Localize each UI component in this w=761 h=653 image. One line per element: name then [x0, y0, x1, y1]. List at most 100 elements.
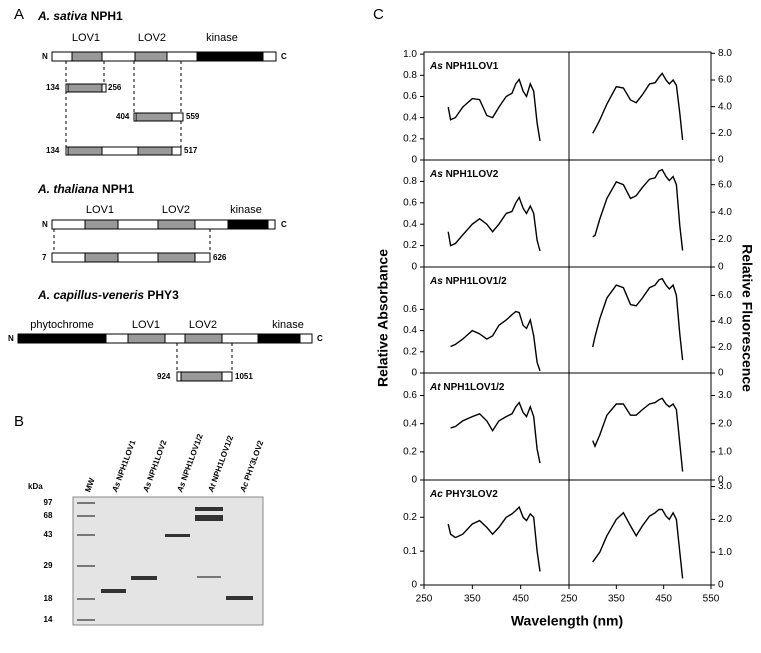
- x-tick-label: 450: [512, 594, 529, 605]
- band: [77, 534, 95, 536]
- fluorescence-spectrum: [592, 397, 684, 472]
- y2-tick-label: 3.0: [718, 481, 732, 492]
- residue-end: 256: [108, 83, 122, 92]
- construct-name: NPH1LOV1: [446, 61, 499, 72]
- gel: [72, 496, 264, 626]
- lane-label: MW: [83, 477, 96, 494]
- y2-tick-label: 0: [718, 580, 724, 591]
- y2-tick-label: 4.0: [718, 316, 732, 327]
- band: [77, 515, 95, 517]
- lov-domain: [157, 219, 196, 230]
- lov-domain: [134, 51, 168, 62]
- y2-tick-label: 4.0: [718, 207, 732, 218]
- y2-tick-label: 2.0: [718, 128, 732, 139]
- lane-name: MW: [83, 477, 96, 494]
- x-axis-title: Wavelength (nm): [511, 613, 623, 629]
- n-terminus: N: [42, 52, 48, 61]
- band: [101, 589, 126, 593]
- lov-domain: [127, 333, 166, 344]
- species: A. thaliana: [37, 182, 99, 196]
- y-tick-label: 0.2: [403, 346, 417, 357]
- y2-tick-label: 1.0: [718, 547, 732, 558]
- lov-domain: [67, 83, 103, 93]
- y2-tick-label: 0: [718, 262, 724, 273]
- row-label: As NPH1LOV1: [429, 61, 499, 72]
- y2-tick-label: 2.0: [718, 418, 732, 429]
- marker-label: 97: [44, 498, 53, 507]
- y-tick-label: 0.6: [403, 304, 417, 315]
- y2-axis-title: Relative Fluorescence: [739, 244, 755, 392]
- lov-domain: [67, 146, 103, 156]
- y2-tick-label: 6.0: [718, 75, 732, 86]
- residue-start: 924: [157, 372, 171, 381]
- c-terminus: C: [317, 334, 323, 343]
- fluorescence-spectrum: [592, 277, 684, 361]
- band: [131, 576, 157, 580]
- lane-name: NPH1LOV2: [146, 438, 169, 481]
- lane-label: At NPH1LOV1/2: [206, 434, 235, 495]
- x-tick-label: 450: [655, 594, 672, 605]
- fluorescence-spectrum: [592, 508, 684, 579]
- residue-end: 559: [186, 112, 200, 121]
- y-tick-label: 0.8: [403, 176, 417, 187]
- row-label: Ac PHY3LOV2: [429, 489, 498, 500]
- y2-tick-label: 6.0: [718, 290, 732, 301]
- lane-name: PHY3LOV2: [243, 439, 266, 482]
- absorbance-spectrum: [447, 195, 541, 252]
- construct-title: A. sativa NPH1: [37, 9, 123, 23]
- fragment-bar: [51, 252, 211, 263]
- y-tick-label: 0: [411, 368, 417, 379]
- y-tick-label: 0: [411, 580, 417, 591]
- n-terminus: N: [42, 220, 48, 229]
- band: [77, 565, 95, 567]
- absorbance-spectrum: [450, 310, 541, 372]
- unit-label: kDa: [28, 482, 43, 491]
- y2-tick-label: 3.0: [718, 390, 732, 401]
- band: [77, 619, 95, 621]
- domain-label: LOV2: [138, 32, 166, 44]
- y-tick-label: 0.8: [403, 70, 417, 81]
- marker-label: 18: [44, 594, 53, 603]
- panel-label: A: [14, 6, 24, 23]
- x-tick-label: 250: [561, 594, 578, 605]
- y-tick-label: 0.4: [403, 112, 417, 123]
- construct-name: NPH1LOV2: [446, 169, 499, 180]
- protein: PHY3: [147, 288, 179, 302]
- kinase-domain: [227, 219, 269, 230]
- band: [77, 502, 95, 504]
- y-tick-label: 0.6: [403, 390, 417, 401]
- absorbance-spectrum: [450, 401, 541, 464]
- y2-tick-label: 2.0: [718, 514, 732, 525]
- y-tick-label: 0.4: [403, 219, 417, 230]
- band: [197, 576, 221, 578]
- domain-label: kinase: [206, 32, 238, 44]
- lov-domain: [157, 252, 196, 263]
- plot-frame: [423, 51, 712, 586]
- n-terminus: N: [8, 334, 14, 343]
- y2-tick-label: 2.0: [718, 342, 732, 353]
- y-tick-label: 0.2: [403, 240, 417, 251]
- kinase-domain: [196, 51, 264, 62]
- species: As: [429, 169, 443, 180]
- fluorescence-spectrum: [592, 72, 684, 141]
- species: As: [175, 480, 187, 494]
- domain-label: kinase: [230, 204, 262, 216]
- row-label: At NPH1LOV1/2: [429, 382, 505, 393]
- lane-label: As NPH1LOV1/2: [175, 432, 205, 494]
- phytochrome-domain: [17, 333, 107, 344]
- kinase-domain: [257, 333, 301, 344]
- y2-tick-label: 4.0: [718, 101, 732, 112]
- residue-end: 517: [184, 146, 198, 155]
- c-terminus: C: [281, 52, 287, 61]
- y-tick-label: 0.6: [403, 91, 417, 102]
- y-tick-label: 0.2: [403, 512, 417, 523]
- band: [195, 507, 223, 511]
- species: Ac: [429, 489, 443, 500]
- domain-label: LOV2: [189, 319, 217, 331]
- panel-label: C: [373, 6, 384, 23]
- construct-name: NPH1LOV1/2: [443, 382, 505, 393]
- residue-start: 404: [116, 112, 130, 121]
- domain-label: LOV1: [86, 204, 114, 216]
- y2-tick-label: 0: [718, 475, 724, 486]
